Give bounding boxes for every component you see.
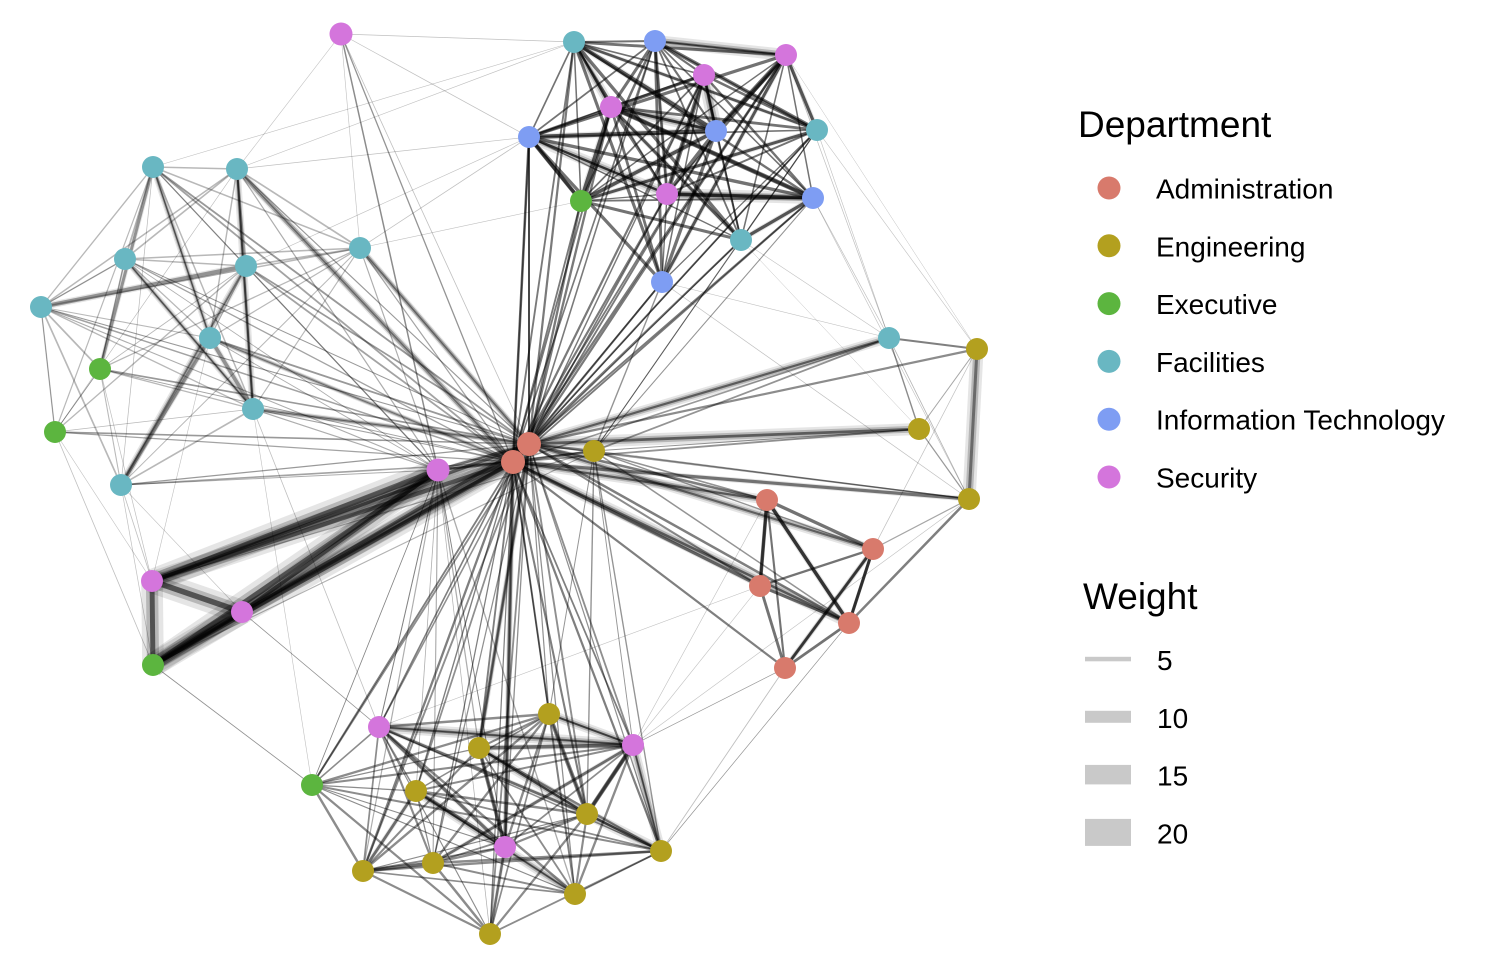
svg-text:Engineering: Engineering xyxy=(1156,231,1305,262)
svg-text:15: 15 xyxy=(1157,761,1188,792)
svg-text:Executive: Executive xyxy=(1156,289,1277,320)
svg-text:Weight: Weight xyxy=(1083,576,1198,617)
svg-text:20: 20 xyxy=(1157,818,1188,849)
svg-text:Security: Security xyxy=(1156,463,1257,494)
svg-text:Facilities: Facilities xyxy=(1156,347,1265,378)
svg-text:Department: Department xyxy=(1078,104,1272,145)
svg-text:Information Technology: Information Technology xyxy=(1156,405,1445,436)
svg-text:5: 5 xyxy=(1157,645,1173,676)
svg-text:Administration: Administration xyxy=(1156,174,1333,205)
svg-text:10: 10 xyxy=(1157,703,1188,734)
